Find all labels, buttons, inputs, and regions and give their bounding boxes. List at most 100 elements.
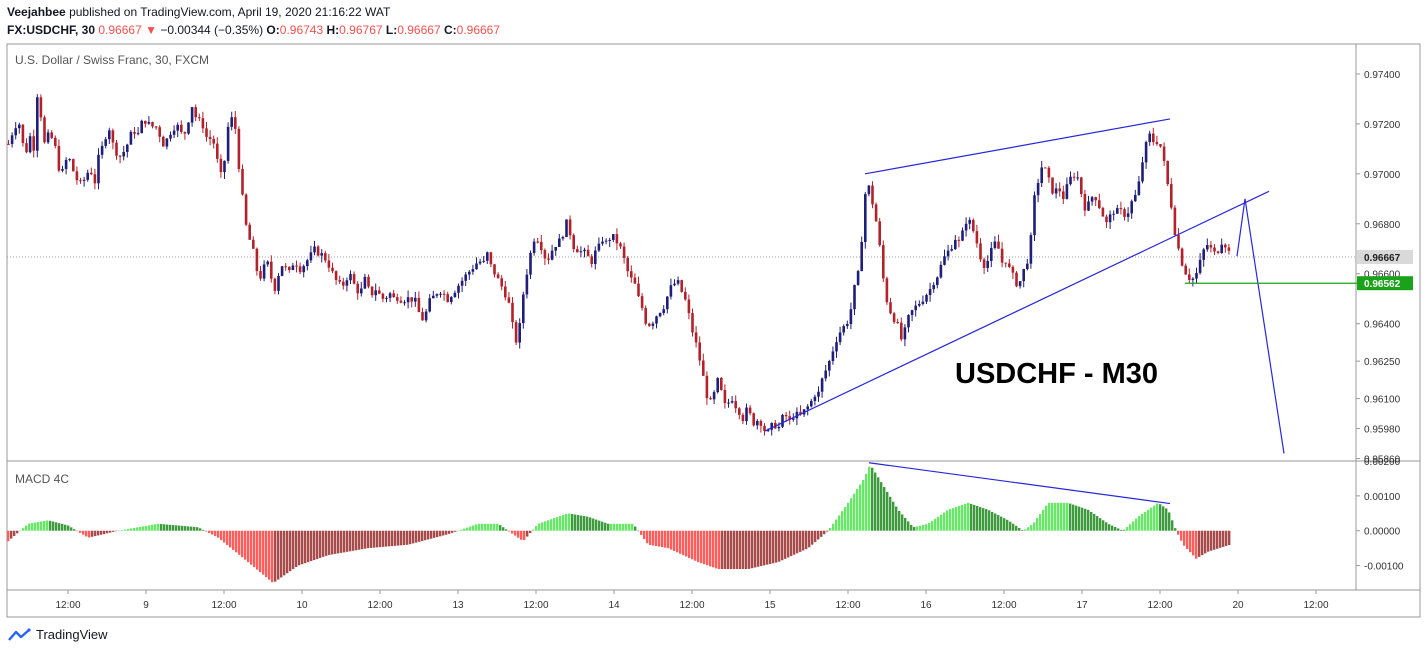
macd-bar[interactable]	[7, 530, 10, 542]
macd-bar[interactable]	[133, 527, 136, 531]
candle-body[interactable]	[507, 297, 511, 303]
candle-body[interactable]	[723, 389, 727, 404]
candle-body[interactable]	[817, 391, 820, 397]
macd-bar[interactable]	[490, 523, 493, 531]
candle-body[interactable]	[144, 120, 147, 124]
macd-bar[interactable]	[661, 530, 664, 548]
macd-bar[interactable]	[658, 530, 661, 547]
macd-bar[interactable]	[1132, 521, 1135, 531]
candle-body[interactable]	[489, 252, 493, 265]
macd-bar[interactable]	[652, 530, 655, 546]
macd-bar[interactable]	[427, 530, 430, 540]
macd-bar[interactable]	[1096, 516, 1099, 531]
drawing-shapes[interactable]	[764, 118, 1363, 454]
macd-bar[interactable]	[1198, 530, 1201, 557]
macd-bar[interactable]	[802, 530, 805, 551]
candle-body[interactable]	[108, 130, 111, 140]
candle-body[interactable]	[464, 274, 467, 281]
candle-body[interactable]	[432, 295, 435, 299]
macd-bar[interactable]	[460, 529, 463, 531]
candle-body[interactable]	[907, 315, 910, 328]
macd-bar[interactable]	[973, 504, 976, 531]
macd-bar[interactable]	[1225, 530, 1228, 546]
candle-body[interactable]	[262, 264, 266, 279]
macd-bar[interactable]	[766, 530, 769, 565]
macd-bar[interactable]	[178, 525, 181, 531]
candle-body[interactable]	[194, 107, 197, 118]
candle-body[interactable]	[104, 139, 107, 146]
macd-bar[interactable]	[1186, 530, 1189, 549]
candle-body[interactable]	[122, 151, 125, 157]
candle-body[interactable]	[1213, 247, 1216, 252]
macd-bar[interactable]	[124, 529, 127, 531]
macd-bar[interactable]	[598, 520, 601, 531]
candle-body[interactable]	[864, 194, 867, 243]
candle-body[interactable]	[846, 324, 849, 327]
macd-bar[interactable]	[901, 514, 904, 531]
macd-bar[interactable]	[1003, 518, 1006, 531]
candle-body[interactable]	[752, 413, 755, 426]
macd-bar[interactable]	[505, 529, 508, 531]
macd-bar[interactable]	[1222, 530, 1225, 547]
macd-bar[interactable]	[274, 530, 277, 582]
candle-body[interactable]	[284, 266, 287, 268]
macd-bar[interactable]	[106, 530, 109, 534]
candle-body[interactable]	[342, 281, 345, 286]
candle-body[interactable]	[748, 407, 752, 414]
candle-body[interactable]	[756, 420, 759, 426]
macd-bar[interactable]	[241, 530, 244, 558]
macd-bar[interactable]	[583, 516, 586, 531]
macd-bar[interactable]	[193, 526, 196, 531]
candle-body[interactable]	[36, 97, 39, 151]
candle-body[interactable]	[928, 289, 932, 296]
macd-bar[interactable]	[91, 530, 94, 537]
macd-bar[interactable]	[847, 502, 850, 531]
macd-bar[interactable]	[670, 530, 673, 550]
macd-bar[interactable]	[43, 520, 46, 531]
candle-body[interactable]	[583, 249, 586, 252]
candle-body[interactable]	[626, 257, 629, 272]
macd-bar[interactable]	[433, 530, 436, 538]
candle-body[interactable]	[622, 246, 626, 258]
macd-bar[interactable]	[172, 525, 175, 531]
macd-bar[interactable]	[634, 526, 637, 531]
candle-body[interactable]	[1184, 265, 1187, 275]
macd-bar[interactable]	[196, 527, 199, 531]
candle-body[interactable]	[86, 172, 89, 180]
macd-bar[interactable]	[907, 521, 910, 531]
macd-bar[interactable]	[1219, 530, 1222, 548]
macd-bar[interactable]	[145, 525, 148, 531]
candle-body[interactable]	[244, 194, 248, 225]
macd-bar[interactable]	[772, 530, 775, 564]
macd-bar[interactable]	[556, 517, 559, 531]
candle-body[interactable]	[1123, 209, 1126, 217]
macd-bar[interactable]	[1159, 504, 1162, 531]
macd-bar[interactable]	[1183, 530, 1186, 546]
candle-body[interactable]	[453, 292, 457, 298]
candle-body[interactable]	[828, 361, 831, 371]
candle-body[interactable]	[162, 136, 165, 147]
macd-bar[interactable]	[382, 530, 385, 547]
macd-bar[interactable]	[1054, 502, 1057, 531]
macd-bar[interactable]	[67, 525, 70, 531]
macd-bar[interactable]	[466, 527, 469, 531]
macd-bar[interactable]	[424, 530, 427, 541]
macd-bar[interactable]	[1024, 529, 1027, 531]
macd-bar[interactable]	[553, 518, 556, 531]
macd-bar[interactable]	[454, 530, 457, 532]
candle-body[interactable]	[403, 302, 406, 304]
candle-body[interactable]	[187, 122, 190, 134]
macd-bar[interactable]	[28, 523, 31, 531]
candle-body[interactable]	[532, 241, 536, 253]
macd-bar[interactable]	[436, 530, 439, 538]
candle-body[interactable]	[939, 264, 943, 278]
macd-bar[interactable]	[628, 523, 631, 531]
candle-body[interactable]	[32, 136, 35, 151]
macd-bar[interactable]	[715, 530, 718, 569]
macd-bar[interactable]	[244, 530, 247, 560]
candle-body[interactable]	[1062, 191, 1065, 199]
candle-body[interactable]	[302, 266, 305, 273]
macd-bar[interactable]	[679, 530, 682, 554]
candle-body[interactable]	[223, 160, 226, 173]
candle-body[interactable]	[79, 180, 82, 182]
